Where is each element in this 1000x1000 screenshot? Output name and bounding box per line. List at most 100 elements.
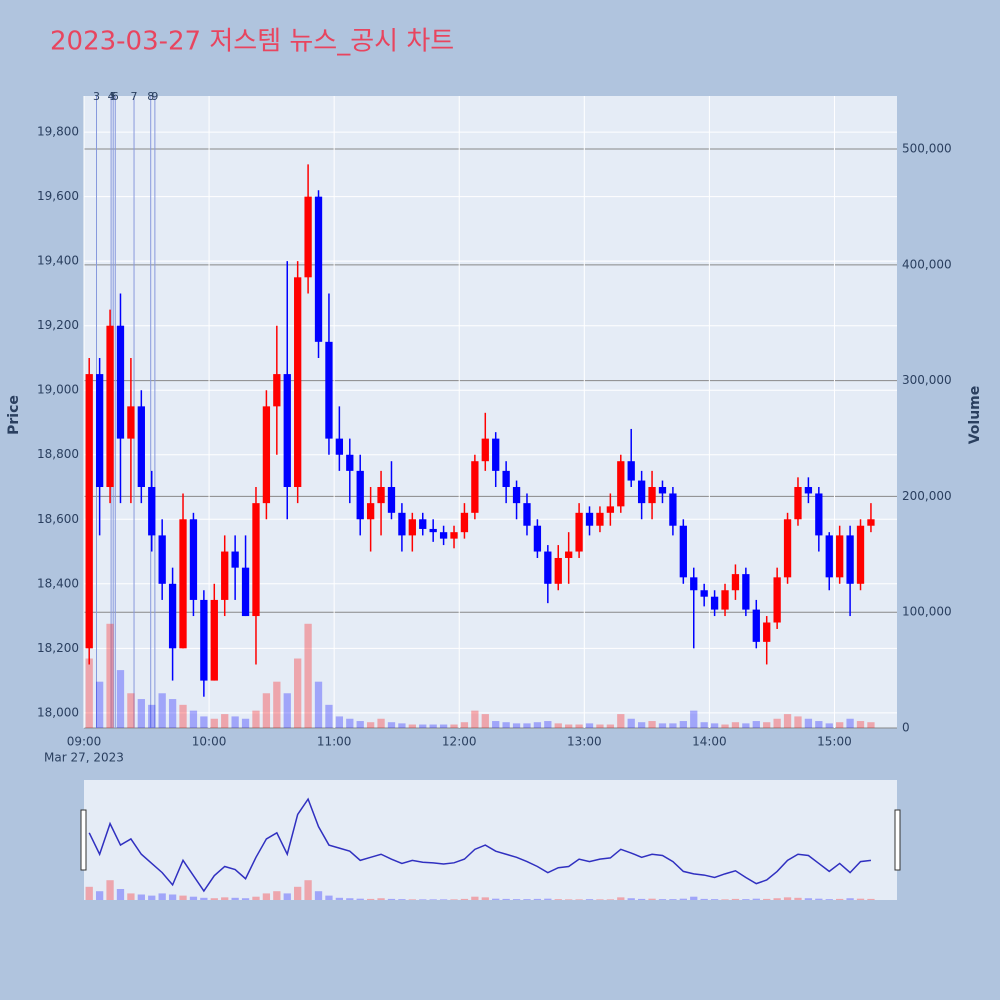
mini-volume-bar xyxy=(481,897,489,900)
volume-bar xyxy=(627,718,635,728)
range-handle-right[interactable] xyxy=(894,809,901,871)
mini-volume-bar xyxy=(492,898,500,900)
range-handle-left[interactable] xyxy=(80,809,87,871)
candle-body xyxy=(867,519,875,526)
volume-bar xyxy=(471,710,479,728)
mini-volume-bar xyxy=(554,899,562,900)
y-tick-label: 19,200 xyxy=(37,318,79,332)
mini-volume-bar xyxy=(679,898,687,900)
mini-volume-bar xyxy=(439,899,448,900)
mini-volume-bar xyxy=(575,899,583,900)
mini-volume-bar xyxy=(846,898,854,900)
mini-volume-bar xyxy=(283,893,291,900)
mini-volume-bar xyxy=(460,898,469,900)
candle-body xyxy=(127,406,135,439)
candle-body xyxy=(544,551,552,584)
mini-volume-bar xyxy=(179,895,187,900)
candle-body xyxy=(679,525,687,578)
y-tick-label: 19,000 xyxy=(37,383,79,397)
news-label: 3 xyxy=(93,90,100,103)
mini-volume-bar xyxy=(168,894,177,900)
candle-body xyxy=(335,438,344,455)
candle-body xyxy=(95,374,104,488)
candle-body xyxy=(387,487,396,513)
candle-body xyxy=(585,512,594,526)
candle-body xyxy=(617,461,625,507)
x-tick-label: 11:00 xyxy=(317,735,352,749)
volume-bar xyxy=(262,693,271,728)
candle-body xyxy=(262,406,271,504)
candle-body xyxy=(439,532,448,539)
mini-volume-bar xyxy=(314,891,323,900)
volume-bar xyxy=(533,722,542,728)
y-tick-label: 19,800 xyxy=(37,125,79,139)
candle-body xyxy=(450,532,458,539)
mini-volume-bar xyxy=(627,898,635,900)
volume-bar xyxy=(429,724,437,728)
candle-body xyxy=(189,519,198,600)
mini-volume-bar xyxy=(836,898,844,900)
volume-bar xyxy=(294,658,302,728)
volume-bar xyxy=(346,718,354,728)
candle-body xyxy=(658,487,667,494)
candle-body xyxy=(179,519,187,649)
volume-bar xyxy=(523,723,531,728)
volume-bar xyxy=(356,721,364,728)
x-tick-label: 15:00 xyxy=(817,735,852,749)
y-tick-label: 19,600 xyxy=(37,189,79,203)
mini-volume-bar xyxy=(189,896,198,900)
volume-bar xyxy=(439,724,448,728)
volume-bar xyxy=(492,721,500,728)
mini-price-line xyxy=(88,797,872,893)
chart-title: 2023-03-27 저스템 뉴스_공시 차트 xyxy=(50,27,454,57)
volume-bar xyxy=(377,718,385,728)
candle-body xyxy=(273,374,281,407)
volume-bar xyxy=(221,714,229,728)
x-tick-label: 10:00 xyxy=(192,735,227,749)
volume-bar xyxy=(189,710,198,728)
mini-volume-bar xyxy=(273,891,281,900)
candle-body xyxy=(565,551,573,558)
mini-volume-bar xyxy=(252,896,260,900)
volume-bar xyxy=(690,710,698,728)
range-slider[interactable] xyxy=(84,780,897,900)
volume-bar xyxy=(502,722,510,728)
volume-bar xyxy=(200,716,208,728)
news-label: 8 xyxy=(147,90,154,103)
candle-body xyxy=(502,470,510,488)
candle-body xyxy=(304,196,312,278)
volume-bar xyxy=(398,723,406,728)
y2-tick-label: 500,000 xyxy=(902,142,952,156)
mini-volume-bar xyxy=(825,899,833,900)
candle-body xyxy=(492,438,500,471)
volume-bar xyxy=(325,704,333,728)
volume-bar xyxy=(335,716,344,728)
candle-body xyxy=(804,487,813,494)
mini-volume-bar xyxy=(763,898,771,900)
mini-volume-bar xyxy=(700,898,708,900)
volume-bar xyxy=(450,724,458,728)
candle-body xyxy=(148,487,156,536)
volume-bar xyxy=(460,722,469,728)
candle-body xyxy=(752,609,760,642)
x-date-label: Mar 27, 2023 xyxy=(44,751,124,765)
candle-body xyxy=(710,596,719,610)
candle-body xyxy=(690,577,698,591)
candle-body xyxy=(116,325,125,439)
candle-body xyxy=(815,493,823,536)
mini-volume-bar xyxy=(523,899,531,900)
volume-bar xyxy=(314,681,323,728)
candle-body xyxy=(783,519,792,578)
candle-body xyxy=(846,535,854,584)
volume-bar xyxy=(158,693,166,728)
mini-volume-bar xyxy=(366,898,375,900)
volume-bar xyxy=(804,718,813,728)
volume-bar xyxy=(179,704,187,728)
candle-body xyxy=(773,577,781,623)
candle-body xyxy=(523,503,531,526)
candle-body xyxy=(294,277,302,488)
volume-bar xyxy=(512,723,521,728)
volume-bar xyxy=(596,724,604,728)
volume-bar xyxy=(148,704,156,728)
candle-body xyxy=(512,487,521,504)
